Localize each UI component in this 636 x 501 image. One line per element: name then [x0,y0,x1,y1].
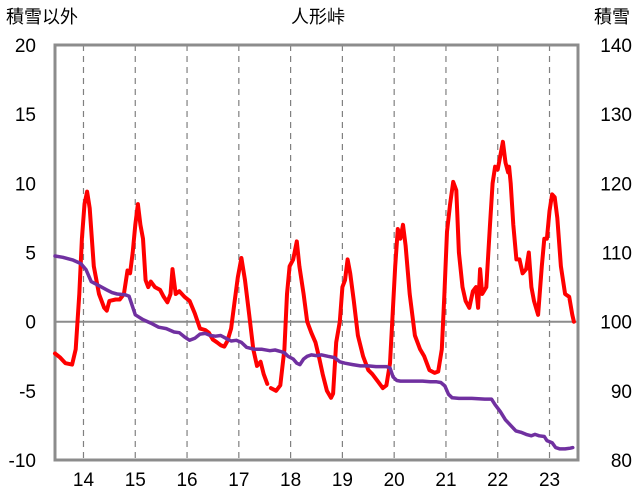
x-tick-label: 17 [228,470,249,491]
right-y-tick-label: 110 [602,244,632,265]
x-tick-label: 21 [435,470,456,491]
left-y-tick-label: -5 [19,382,36,403]
right-y-tick-label: 140 [600,36,632,57]
snow-depth-line [53,254,575,451]
left-y-tick-label: 0 [25,313,36,334]
left-y-tick-label: -10 [9,451,36,472]
x-tick-label: 19 [332,470,353,491]
x-tick-label: 15 [125,470,146,491]
right-y-axis: 140 130 120 110 100 90 80 [600,36,632,472]
right-y-tick-label: 100 [600,313,632,334]
right-y-tick-label: 120 [600,174,632,195]
right-y-tick-label: 130 [600,105,632,126]
left-y-axis: 20 15 10 5 0 -5 -10 [9,36,36,472]
x-tick-label: 23 [539,470,560,491]
left-y-tick-label: 5 [25,244,36,265]
non-snow-line [268,139,576,400]
right-axis-label: 積雪 [594,7,630,28]
chart-title: 人形峠 [291,7,345,28]
plot-frame [53,43,580,462]
x-tick-label: 16 [176,470,197,491]
x-axis: 14 15 16 17 18 19 20 21 22 23 [73,470,560,491]
left-y-tick-label: 10 [15,174,36,195]
x-tick-label: 22 [487,470,508,491]
left-y-tick-label: 15 [15,105,36,126]
x-tick-label: 20 [384,470,405,491]
x-tick-label: 18 [280,470,301,491]
left-axis-label: 積雪以外 [6,7,78,28]
x-tick-label: 14 [73,470,95,491]
non-snow-line [53,189,270,386]
left-y-tick-label: 20 [15,36,36,57]
series [53,139,576,451]
right-y-tick-label: 80 [611,451,632,472]
right-y-tick-label: 90 [611,382,632,403]
